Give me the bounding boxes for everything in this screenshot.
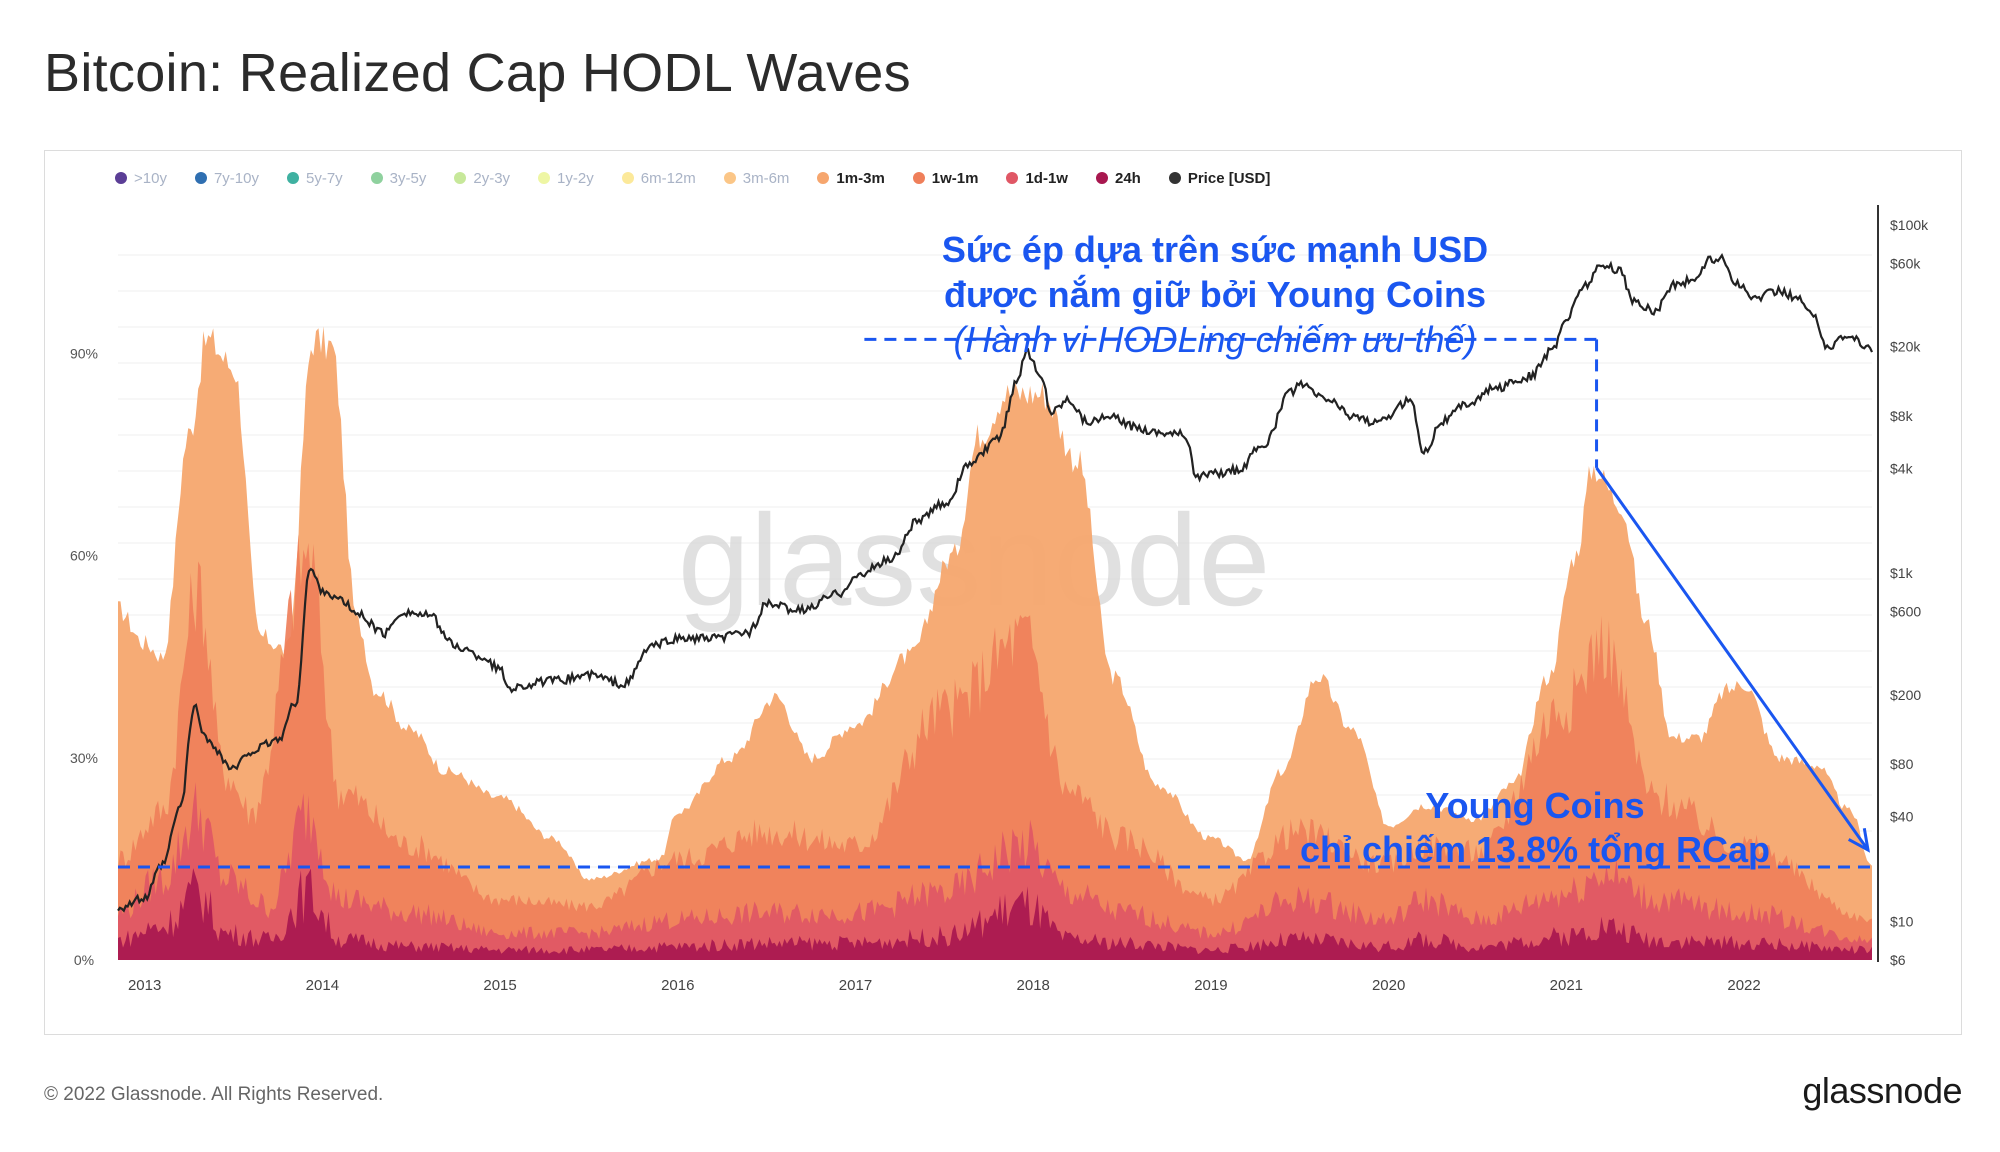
legend-swatch	[115, 172, 127, 184]
x-axis-tick: 2014	[306, 977, 339, 994]
glassnode-logo: glassnode	[1802, 1070, 1962, 1111]
area-series	[118, 868, 1872, 960]
right-axis-tick: $600	[1890, 604, 1921, 620]
legend-swatch	[817, 172, 830, 184]
area-series	[118, 534, 1872, 960]
legend-item[interactable]: 1w-1m	[912, 169, 979, 187]
legend-label: 2y-3y	[473, 169, 511, 187]
copyright-footer: © 2022 Glassnode. All Rights Reserved.	[44, 1084, 384, 1105]
area-series	[118, 782, 1872, 960]
trend-arrow-line	[1595, 467, 1870, 851]
legend-swatch	[454, 172, 467, 184]
legend-label: 24h	[1114, 169, 1141, 187]
left-axis-tick: 30%	[70, 750, 98, 766]
legend-swatch	[1168, 172, 1181, 184]
x-axis-tick: 2021	[1550, 977, 1583, 994]
x-axis-tick: 2016	[661, 977, 694, 994]
price-line	[117, 252, 1874, 913]
legend-label: 1y-2y	[557, 169, 594, 187]
legend-swatch	[723, 172, 736, 184]
page-title: Bitcoin: Realized Cap HODL Waves	[44, 43, 911, 103]
x-axis-tick: 2018	[1017, 977, 1050, 994]
right-axis-tick: $60k	[1890, 255, 1921, 271]
legend-swatch	[1006, 172, 1019, 184]
legend-item[interactable]: >10y	[115, 170, 167, 187]
legend-item[interactable]: 1d-1w	[1006, 170, 1068, 187]
legend-label: 1w-1m	[931, 169, 979, 187]
legend-label: 3m-6m	[742, 169, 790, 187]
legend-item[interactable]: 2y-3y	[454, 170, 510, 187]
legend-item[interactable]: 3m-6m	[723, 169, 790, 187]
chart-legend: >10y 7y-10y 5y-7y 3y-5y 2y-3y 1y-2y 6m-12m 3m-6…	[115, 166, 1298, 190]
x-axis-tick: 2019	[1194, 977, 1227, 994]
legend-item[interactable]: Price [USD]	[1168, 169, 1271, 187]
right-axis-tick: $6	[1890, 952, 1906, 968]
left-axis-tick: 90%	[70, 345, 98, 361]
x-axis-tick: 2022	[1727, 977, 1760, 994]
x-axis-tick: 2020	[1372, 977, 1405, 994]
right-axis-tick: $80	[1890, 756, 1914, 772]
right-axis-tick: $20k	[1890, 339, 1921, 355]
legend-swatch	[286, 172, 299, 184]
legend-swatch	[621, 172, 634, 184]
legend-item[interactable]: 6m-12m	[621, 169, 696, 187]
x-axis: 2013 2014 2015 2016 2017 2018 2019 2020 2021 2022	[128, 977, 1761, 994]
left-axis-tick: 60%	[70, 548, 98, 564]
legend-swatch	[538, 172, 551, 184]
annotation-bottom-line2: chỉ chiếm 13.8% tổng RCap	[1300, 829, 1770, 870]
legend-item[interactable]: 1m-3m	[817, 169, 885, 187]
legend-label: 1m-3m	[836, 169, 885, 187]
legend-swatch	[912, 172, 925, 184]
legend-item[interactable]: 24h	[1095, 169, 1141, 187]
right-axis-tick: $40	[1890, 809, 1914, 825]
right-axis-tick: $8k	[1890, 408, 1914, 424]
chart-frame	[44, 150, 1962, 1035]
x-axis-tick: 2017	[839, 977, 872, 994]
legend-item[interactable]: 7y-10y	[194, 169, 259, 187]
legend-label: 1d-1w	[1025, 169, 1068, 187]
x-axis-tick: 2013	[128, 977, 161, 994]
legend-label: 5y-7y	[305, 169, 343, 187]
legend-swatch	[1095, 172, 1108, 184]
right-axis-tick: $1k	[1890, 565, 1914, 581]
right-axis-tick: $100k	[1890, 217, 1929, 233]
left-axis-tick: 0%	[74, 952, 94, 968]
annotation-top-line3: (Hành vi HODLing chiếm ưu thế)	[953, 319, 1476, 360]
arrow-head-icon	[1847, 828, 1871, 853]
legend-label: 6m-12m	[640, 169, 696, 187]
right-axis: $6 $10 $40 $80 $200 $600 $1k $4k $8k $20k $60k $100…	[1890, 217, 1929, 968]
legend-item[interactable]: 3y-5y	[370, 169, 427, 187]
annotation-bottom-line1: Young Coins	[1425, 785, 1644, 826]
annotation-top-line1: Sức ép dựa trên sức mạnh USD	[942, 229, 1488, 270]
left-axis: 0% 30% 60% 90%	[70, 345, 98, 968]
legend-label: >10y	[134, 169, 167, 187]
annotation-top-line2: được nắm giữ bởi Young Coins	[944, 273, 1486, 315]
legend-swatch	[370, 172, 383, 184]
legend-swatch	[194, 172, 207, 184]
x-axis-tick: 2015	[483, 977, 516, 994]
right-axis-tick: $200	[1890, 687, 1921, 703]
legend-label: 7y-10y	[213, 169, 259, 187]
legend-label: Price [USD]	[1187, 169, 1271, 187]
legend-item[interactable]: 5y-7y	[286, 169, 343, 187]
right-axis-tick: $10	[1890, 913, 1914, 929]
legend-label: 3y-5y	[389, 169, 427, 187]
right-axis-tick: $4k	[1890, 460, 1914, 476]
legend-item[interactable]: 1y-2y	[538, 170, 594, 187]
